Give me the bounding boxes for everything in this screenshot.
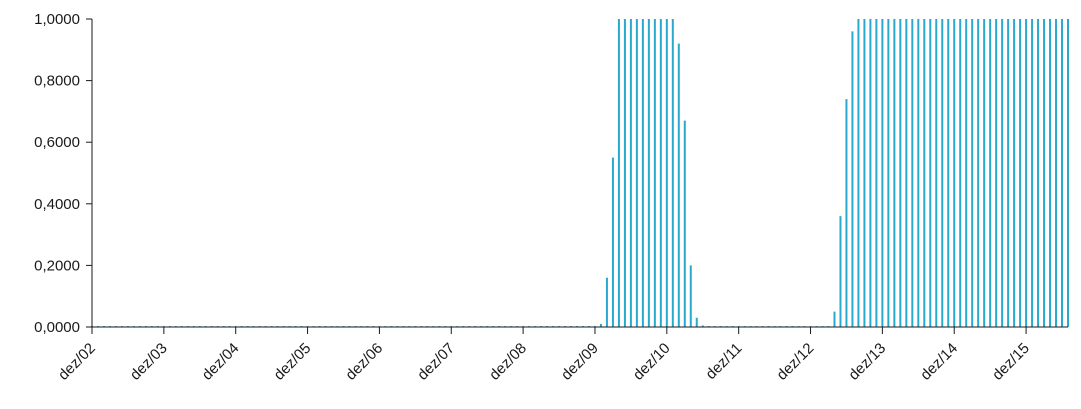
axes-layer [86,18,1068,334]
y-tick-label: 0,2000 [34,257,80,274]
x-tick-label: dez/10 [630,340,674,384]
y-tick-label: 0,4000 [34,196,80,213]
x-tick-label: dez/06 [342,340,386,384]
y-tick-label: 0,0000 [34,319,80,336]
x-tick-label: dez/12 [773,340,817,384]
x-tick-label: dez/07 [414,340,458,384]
x-tick-label: dez/14 [917,340,961,384]
x-tick-label: dez/04 [199,340,243,384]
y-tick-label: 1,0000 [34,11,80,28]
x-tick-label: dez/02 [55,340,99,384]
x-tick-label: dez/09 [558,340,602,384]
y-tick-label: 0,8000 [34,73,80,90]
x-tick-label: dez/15 [989,340,1033,384]
x-tick-label: dez/13 [845,340,889,384]
x-tick-label: dez/08 [486,340,530,384]
bars-layer [91,19,1069,327]
x-tick-label: dez/05 [271,340,315,384]
y-tick-label: 0,6000 [34,134,80,151]
x-tick-label: dez/11 [702,340,745,383]
x-tick-label: dez/03 [127,340,171,384]
